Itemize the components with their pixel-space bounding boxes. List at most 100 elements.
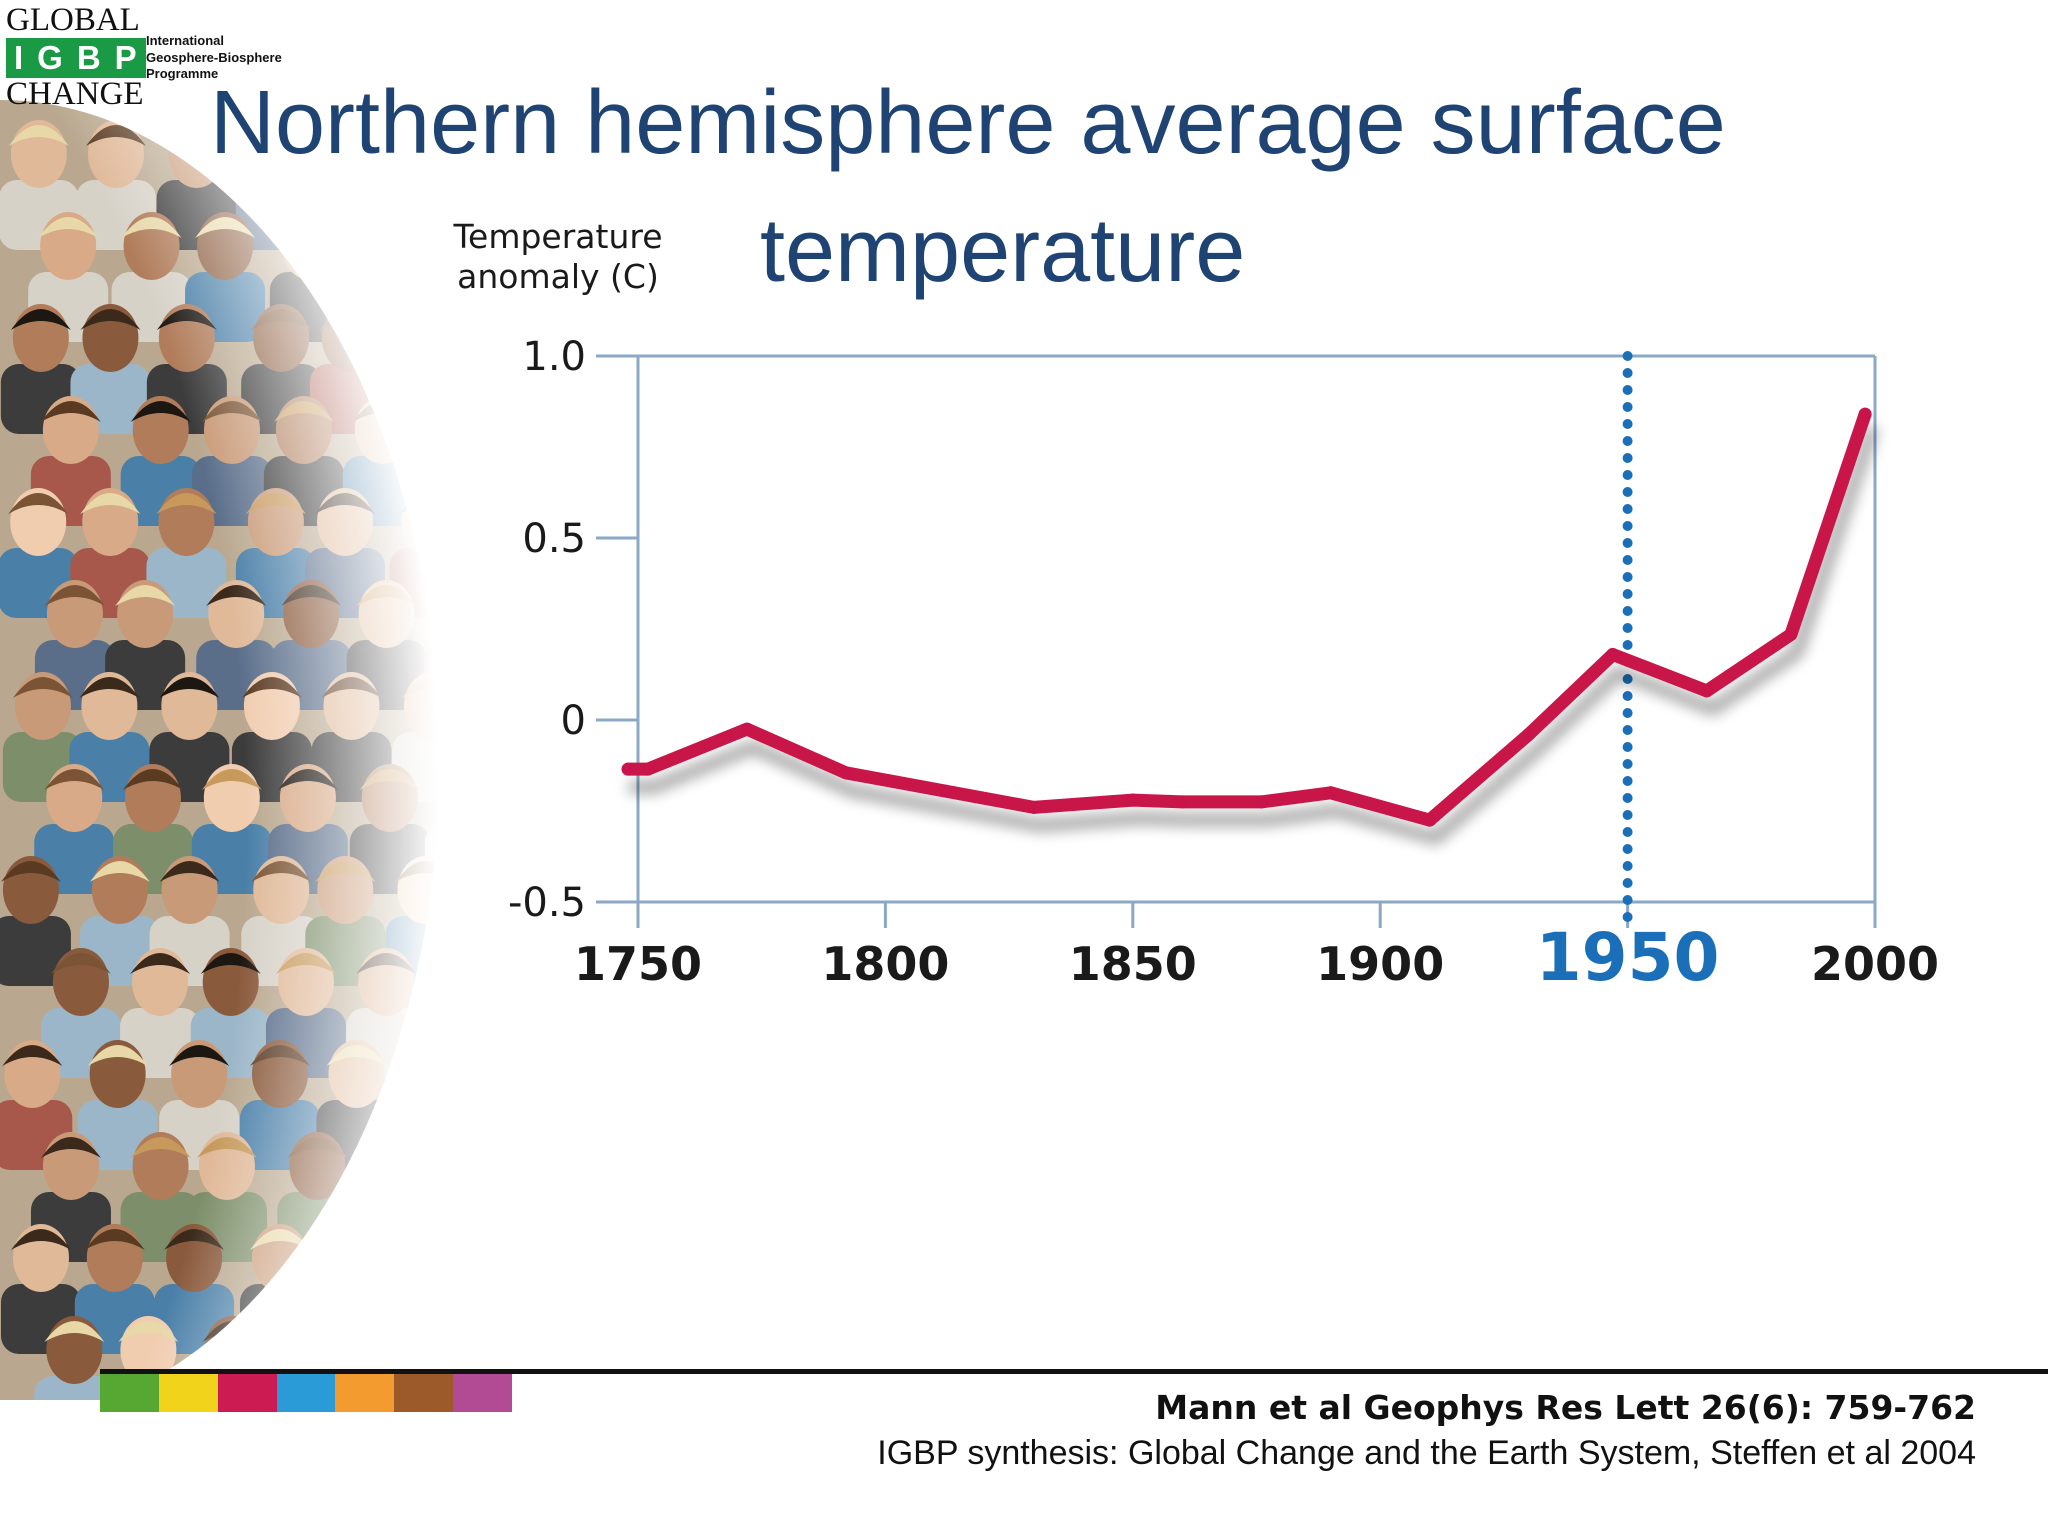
crowd-person-hair (80, 309, 141, 330)
crowd-person-hair (324, 125, 385, 146)
crowd-person-hair (130, 401, 191, 422)
data-point (1784, 627, 1798, 641)
crowd-person-body (34, 1376, 115, 1400)
logo-word-change: CHANGE (6, 76, 144, 112)
crowd-person-hair (89, 861, 150, 882)
crowd-person-hair (356, 953, 417, 974)
crowd-person-hair (164, 1229, 225, 1250)
x-tick-label: 1900 (1316, 937, 1444, 991)
crowd-person-hair (401, 677, 462, 698)
crowd-person-hair (241, 677, 302, 698)
crowd-person-hair (50, 953, 111, 974)
logo-word-global: GLOBAL (6, 2, 140, 38)
crowd-person-hair (169, 1045, 230, 1066)
color-strip-segment (100, 1374, 159, 1412)
data-point (839, 766, 853, 780)
crowd-person-hair (159, 677, 220, 698)
x-tick-label: 1750 (574, 937, 702, 991)
crowd-person-hair (433, 1321, 494, 1342)
crowd-person-hair (430, 217, 491, 238)
data-point (938, 784, 952, 798)
data-point (1700, 684, 1714, 698)
crowd-person-hair (201, 401, 262, 422)
crowd-person-hair (356, 585, 417, 606)
logo-programme-line-3: Programme (146, 66, 219, 81)
color-strip-segment (276, 1374, 336, 1412)
footer-divider (100, 1369, 2048, 1374)
crowd-person-hair (404, 1229, 465, 1250)
crowd-person-hair (40, 401, 101, 422)
color-strip (100, 1374, 513, 1412)
crowd-person-hair (281, 585, 342, 606)
logo-acronym: IGBP (6, 38, 146, 78)
data-point (1126, 793, 1140, 807)
crowd-person-hair (44, 1321, 105, 1342)
crowd-person-hair (436, 401, 497, 422)
crowd-person-hair (130, 1137, 191, 1158)
crowd-person-hair (392, 1045, 453, 1066)
data-point (1175, 795, 1189, 809)
crowd-person-hair (0, 861, 61, 882)
data-point (740, 722, 754, 736)
crowd-person-hair (156, 493, 217, 514)
crowd-person-hair (122, 769, 183, 790)
logo-programme-line-1: International (146, 33, 225, 48)
crowd-person-hair (279, 217, 340, 238)
crowd-person-hair (85, 125, 146, 146)
igbp-logo: GLOBAL IGBP CHANGE International Geosphe… (6, 4, 346, 112)
crowd-person-hair (159, 861, 220, 882)
crowd-person-hair (166, 125, 227, 146)
data-point (641, 762, 655, 776)
color-strip-segment (394, 1374, 454, 1412)
crowd-person-hair (8, 493, 69, 514)
crowd-person-hair (270, 1321, 331, 1342)
y-tick-label: -0.5 (508, 880, 586, 926)
crowd-person-hair (196, 1137, 257, 1158)
crowd-person-hair (312, 1229, 373, 1250)
crowd-person-hair (121, 217, 182, 238)
logo-programme-line-2: Geosphere-Biosphere (146, 50, 282, 65)
data-point (1606, 647, 1620, 661)
crowd-person-hair (399, 493, 460, 514)
crowd-person-hair (38, 217, 99, 238)
data-point (1254, 795, 1268, 809)
crowd-person-hair (315, 493, 376, 514)
color-strip-segment (158, 1374, 218, 1412)
color-strip-segment (453, 1374, 513, 1412)
crowd-person-hair (433, 953, 494, 974)
crowd-person-hair (354, 217, 415, 238)
color-strip-segment (335, 1374, 395, 1412)
crowd-person-hair (277, 769, 338, 790)
crowd-person-hair (287, 1137, 348, 1158)
crowd-person-hair (359, 1321, 420, 1342)
y-tick-label: 0 (561, 698, 586, 744)
crowd-person-hair (201, 769, 262, 790)
crowd-person-hair (275, 953, 336, 974)
crowd-person-hair (156, 309, 217, 330)
crowd-person-hair (206, 585, 267, 606)
data-point (1027, 800, 1041, 814)
slide-title-line-1: Northern hemisphere average surface (210, 73, 1726, 173)
crowd-person-hair (10, 309, 71, 330)
y-tick-label: 1.0 (522, 334, 586, 380)
crowd-person-hair (273, 401, 334, 422)
crowd-person-hair (195, 217, 256, 238)
crowd-person-hair (130, 953, 191, 974)
y-axis-title-line: anomaly (C) (457, 257, 659, 296)
data-point (621, 762, 635, 776)
crowd-photo (0, 100, 500, 1400)
crowd-person-hair (321, 677, 382, 698)
crowd-person-hair (395, 861, 456, 882)
highlight-year-label: 1950 (1536, 919, 1720, 996)
citation-primary: Mann et al Geophys Res Lett 26(6): 759-7… (1155, 1388, 1976, 1427)
crowd-person-hair (315, 861, 376, 882)
crowd-person-hair (434, 585, 495, 606)
data-point (1324, 786, 1338, 800)
crowd-person-hair (245, 493, 306, 514)
crowd-person-hair (40, 1137, 101, 1158)
crowd-person-hair (200, 953, 261, 974)
crowd-person-hair (44, 585, 105, 606)
crowd-person-hair (352, 401, 413, 422)
crowd-person-hair (359, 769, 420, 790)
